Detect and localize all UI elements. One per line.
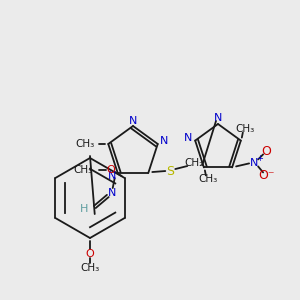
Text: O: O bbox=[85, 249, 94, 259]
Text: H: H bbox=[80, 204, 88, 214]
Text: N: N bbox=[129, 116, 137, 126]
Text: CH₃: CH₃ bbox=[74, 165, 93, 175]
Text: +: + bbox=[256, 154, 262, 163]
Text: N: N bbox=[214, 113, 222, 123]
Text: N: N bbox=[250, 158, 258, 168]
Text: N: N bbox=[107, 188, 116, 198]
Text: O⁻: O⁻ bbox=[258, 169, 274, 182]
Text: O: O bbox=[106, 165, 115, 175]
Text: N: N bbox=[184, 133, 192, 142]
Text: CH₃: CH₃ bbox=[198, 174, 218, 184]
Text: N: N bbox=[107, 171, 116, 181]
Text: CH₂: CH₂ bbox=[185, 158, 204, 168]
Text: N: N bbox=[160, 136, 168, 146]
Text: CH₃: CH₃ bbox=[80, 263, 100, 273]
Text: S: S bbox=[166, 164, 174, 178]
Text: CH₃: CH₃ bbox=[235, 124, 254, 134]
Text: CH₃: CH₃ bbox=[75, 139, 94, 149]
Text: O: O bbox=[261, 145, 271, 158]
